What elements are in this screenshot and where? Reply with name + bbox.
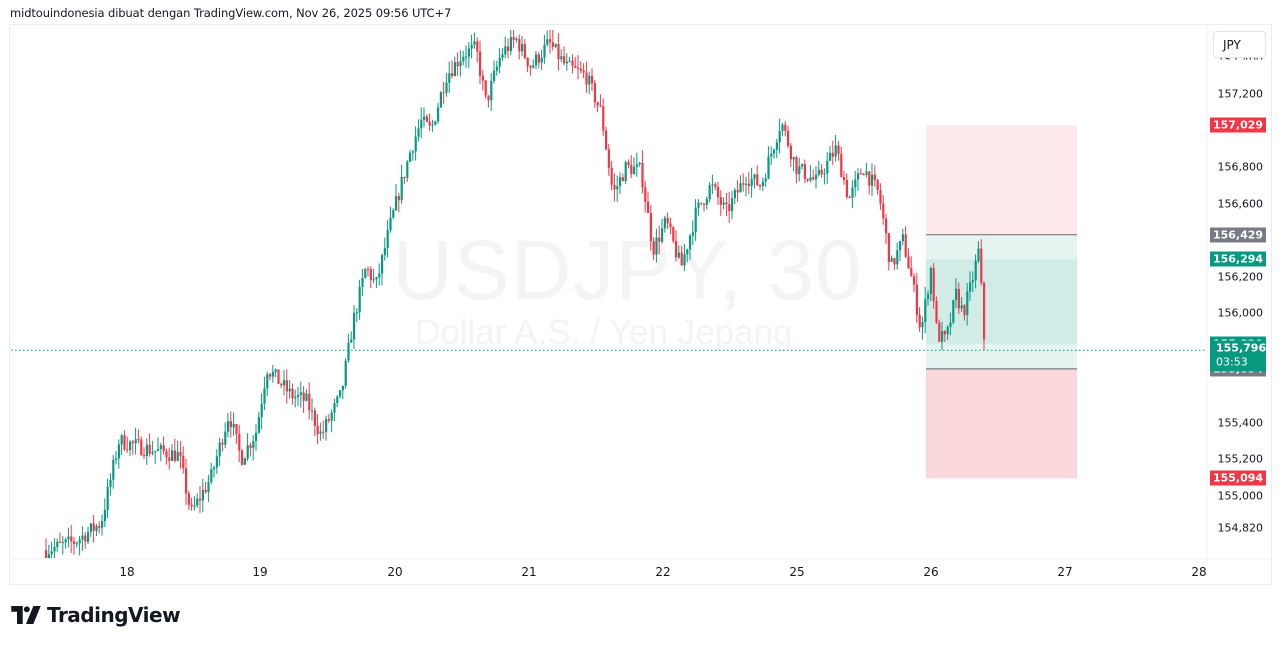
- current-price-tag: 155,796 03:53: [1210, 340, 1267, 372]
- chart-attribution: midtouindonesia dibuat dengan TradingVie…: [10, 6, 452, 20]
- symbol-description-watermark: Dollar A.S. / Yen Jepang: [415, 313, 793, 352]
- bar-countdown: 03:53: [1216, 355, 1248, 369]
- current-price: 155,796: [1216, 341, 1267, 355]
- time-axis[interactable]: 18 19 20 21 22 25 26 27 28: [10, 559, 1206, 584]
- time-tick-label: 27: [1057, 565, 1073, 579]
- symbol-watermark: USDJPY, 30: [392, 223, 863, 317]
- price-tick-label: 154,820: [1217, 521, 1264, 535]
- tradingview-logo[interactable]: TradingView: [11, 603, 181, 627]
- currency-label: JPY: [1223, 37, 1241, 52]
- candles: [45, 29, 986, 558]
- price-tick-label: 157,200: [1217, 87, 1264, 101]
- price-tick-label: 155,400: [1217, 416, 1264, 429]
- currency-button[interactable]: JPY: [1213, 31, 1266, 58]
- time-tick-label: 28: [1191, 565, 1207, 579]
- price-tag-grey: 156,429: [1210, 227, 1266, 243]
- time-tick-label: 18: [119, 565, 135, 579]
- price-tag-green: 156,294: [1210, 251, 1266, 267]
- price-tick-label: 156,600: [1217, 197, 1264, 210]
- time-tick-label: 19: [252, 565, 268, 579]
- tradingview-logo-icon: [11, 606, 41, 624]
- time-tick-label: 26: [923, 565, 939, 579]
- price-lines: [11, 25, 1270, 560]
- time-tick-label: 20: [387, 565, 403, 579]
- price-tag-red: 155,094: [1210, 470, 1266, 486]
- long-position-tool[interactable]: [926, 125, 1077, 479]
- price-tick-label: 155,000: [1217, 489, 1264, 502]
- time-tick-label: 25: [789, 565, 805, 579]
- time-tick-label: 22: [655, 565, 671, 579]
- logo-text: TradingView: [47, 603, 181, 627]
- price-tick-label: 156,000: [1217, 306, 1264, 320]
- price-tick-label: 155,200: [1217, 452, 1264, 466]
- price-tag-red: 157,029: [1210, 117, 1266, 133]
- price-tick-label: 156,800: [1217, 160, 1264, 174]
- price-tick-label: 156,200: [1217, 270, 1264, 283]
- time-tick-label: 21: [521, 565, 537, 579]
